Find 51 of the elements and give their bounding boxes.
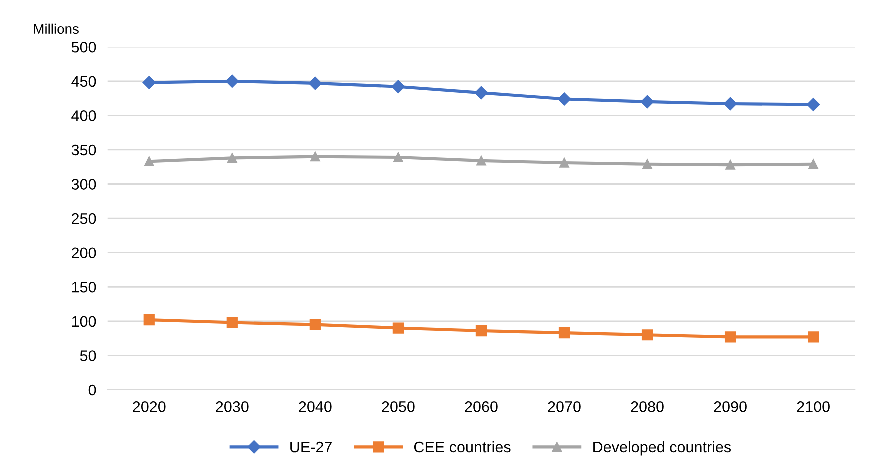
point — [808, 160, 818, 170]
point — [392, 322, 404, 334]
legend-label: Developed countries — [594, 441, 732, 456]
point — [476, 325, 488, 337]
point — [226, 317, 238, 328]
y-tick-label: 450 — [72, 76, 96, 88]
point — [642, 330, 654, 341]
point — [226, 74, 239, 88]
x-tick-label: 2030 — [216, 402, 249, 412]
y-tick-label: 350 — [72, 144, 96, 156]
point — [144, 156, 154, 166]
point — [474, 86, 488, 100]
point — [394, 152, 404, 162]
x-tick-label: 2040 — [299, 402, 332, 412]
point — [808, 332, 820, 343]
y-tick-label: 200 — [72, 248, 96, 259]
point — [310, 319, 321, 330]
point — [560, 158, 570, 168]
point — [558, 328, 570, 339]
y-tick-label: 150 — [72, 282, 96, 293]
point — [558, 92, 572, 106]
x-tick-label: 2050 — [382, 402, 415, 412]
legend-label: UE-27 — [290, 442, 332, 453]
point — [476, 156, 486, 166]
point — [392, 80, 406, 94]
x-tick-label: 2060 — [465, 402, 498, 412]
y-tick-label: 400 — [72, 110, 96, 122]
point — [642, 160, 652, 170]
y-axis-title: Millions — [34, 24, 79, 34]
point — [144, 314, 155, 326]
x-tick-label: 2100 — [797, 402, 830, 412]
y-tick-label: 50 — [80, 350, 96, 362]
point — [724, 97, 738, 111]
x-tick-label: 2090 — [714, 402, 747, 412]
point — [308, 76, 322, 90]
y-tick-label: 100 — [72, 316, 96, 328]
y-tick-label: 500 — [72, 42, 96, 53]
point — [142, 76, 156, 90]
x-tick-label: 2070 — [548, 402, 581, 412]
x-tick-label: 2080 — [631, 402, 664, 412]
x-tick-label: 2020 — [133, 402, 166, 412]
y-tick-label: 0 — [88, 384, 96, 396]
y-tick-label: 250 — [72, 213, 96, 224]
point — [724, 332, 736, 343]
point — [806, 98, 820, 112]
y-tick-label: 300 — [72, 179, 96, 190]
point — [228, 153, 238, 164]
point — [726, 160, 736, 170]
legend-label: CEE countries — [414, 441, 511, 453]
point — [310, 152, 320, 162]
point — [640, 95, 654, 109]
